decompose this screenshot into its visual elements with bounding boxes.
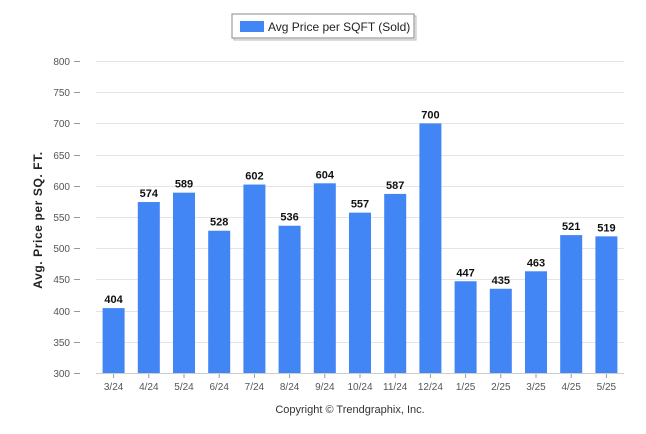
bar-value-label: 519 <box>597 222 615 234</box>
bar <box>243 184 266 373</box>
y-tick-label: 500 <box>53 244 70 255</box>
bar-value-label: 589 <box>175 179 193 191</box>
x-tick-label: 3/24 <box>104 382 124 393</box>
bar-value-label: 447 <box>456 267 474 279</box>
bar-value-label: 536 <box>280 212 298 224</box>
x-tick-label: 8/24 <box>280 382 300 393</box>
x-tick-label: 6/24 <box>209 382 229 393</box>
bar <box>278 225 301 373</box>
bar <box>313 183 336 373</box>
y-tick-label: 550 <box>53 213 70 224</box>
bar <box>419 123 442 374</box>
y-tick-label: 400 <box>53 307 70 318</box>
x-tick-label: 2/25 <box>491 382 511 393</box>
legend: Avg Price per SQFT (Sold) <box>231 13 417 41</box>
bar <box>454 281 477 373</box>
y-tick-label: 350 <box>53 338 70 349</box>
x-tick-label: 4/24 <box>139 382 159 393</box>
bar-value-label: 604 <box>316 169 335 181</box>
legend-label: Avg Price per SQFT (Sold) <box>268 20 410 34</box>
y-tick-label: 700 <box>53 119 70 130</box>
y-tick-label: 300 <box>53 369 70 380</box>
x-tick-label: 9/24 <box>315 382 335 393</box>
bar <box>384 193 407 373</box>
bar <box>349 212 371 373</box>
bar <box>525 271 547 373</box>
x-tick-label: 11/24 <box>383 382 408 393</box>
bar-value-label: 435 <box>492 275 510 287</box>
bar-value-label: 587 <box>386 180 404 192</box>
x-tick-label: 1/25 <box>456 382 476 393</box>
bar <box>102 308 125 373</box>
bar <box>560 235 583 373</box>
bar-value-label: 700 <box>421 109 439 121</box>
x-tick-label: 7/24 <box>245 382 265 393</box>
bar <box>489 288 512 373</box>
legend-swatch <box>240 21 264 32</box>
bar <box>208 230 231 373</box>
y-tick-label: 800 <box>53 57 70 68</box>
x-tick-label: 12/24 <box>418 382 443 393</box>
x-tick-label: 3/25 <box>526 382 546 393</box>
copyright-text: Copyright © Trendgraphix, Inc. <box>275 404 424 416</box>
y-axis-label: Avg. Price per SQ. FT. <box>31 151 45 288</box>
bar-value-label: 602 <box>245 171 263 183</box>
bar-value-label: 463 <box>527 257 545 269</box>
axes: 300 350 400 450 500 550 600 650 700 750 800 3/24 4/2… <box>53 57 624 393</box>
y-tick-label: 750 <box>53 88 70 99</box>
x-tick-label: 4/25 <box>561 382 581 393</box>
x-tick-label: 5/25 <box>597 382 617 393</box>
y-tick-label: 450 <box>53 275 70 286</box>
y-tick-label: 600 <box>53 182 70 193</box>
bar-value-label: 574 <box>140 188 159 200</box>
bar-value-label: 521 <box>562 221 580 233</box>
bar-value-label: 404 <box>104 294 123 306</box>
bar-value-label: 557 <box>351 199 369 211</box>
bars: 404 574 589 528 602 536 604 557 587 700 447 435 463 5… <box>102 109 618 374</box>
bar-value-label: 528 <box>210 217 228 229</box>
bar <box>173 192 195 373</box>
y-tick-label: 650 <box>53 151 70 162</box>
x-tick-label: 10/24 <box>347 382 372 393</box>
bar <box>595 236 618 373</box>
x-tick-label: 5/24 <box>174 382 194 393</box>
bar <box>137 202 160 373</box>
